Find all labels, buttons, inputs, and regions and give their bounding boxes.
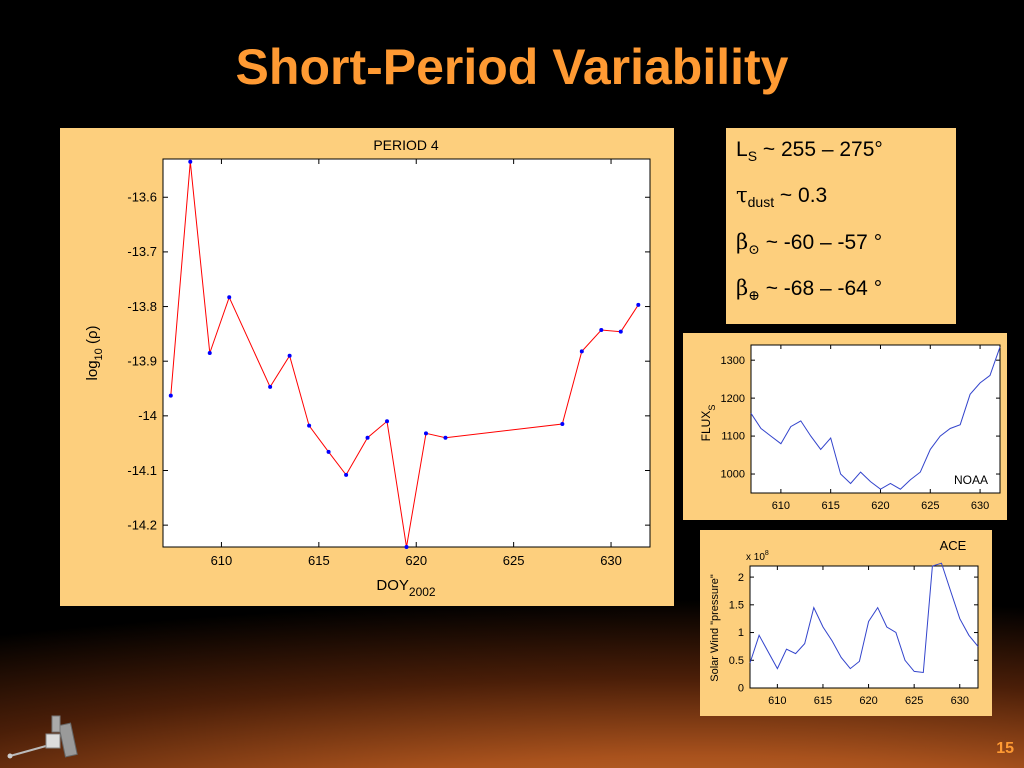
y-tick-label: 1000 [721,469,745,481]
x-tick-label: 630 [600,553,622,568]
data-point [188,159,193,164]
y-tick-label: 1.5 [729,599,744,611]
data-point [365,435,370,440]
beta-sun-line: β⊙ ~ -60 – -57 ° [736,230,883,259]
data-point [227,295,232,300]
plot-area [162,158,651,548]
data-point [344,472,349,477]
x-tick-label: 615 [308,553,330,568]
y-tick-label: 0 [738,683,744,695]
x-tick-label: 625 [921,500,939,512]
x-tick-label: 630 [951,695,969,707]
x-tick-label: 610 [772,500,790,512]
data-point [385,419,390,424]
y-tick-label: -13.7 [127,244,157,259]
x-tick-label: 630 [971,500,989,512]
noaa-flux-chart: 1000 1100 1200 1300 610 615 620 625 630 NOAA FL… [699,344,1001,512]
data-point [307,423,312,428]
data-point [423,431,428,436]
data-point [443,435,448,440]
x-tick-label: 625 [503,553,525,568]
x-tick-label: 610 [768,695,786,707]
main-chart-panel: PERIOD 4 -13.6 -13.7 -13.8 -13.9 -14 -14.1 -14… [60,128,674,606]
data-point [636,302,641,307]
series-line [750,346,1001,490]
tau-dust-line: τdust ~ 0.3 [736,183,828,211]
y-tick-label: -13.6 [127,190,157,205]
page-number: 15 [996,740,1014,757]
ace-solar-wind-panel: ACE x 108 0 0.5 1 1.5 2 610 615 620 625 630 Sola… [700,530,992,716]
data-point [618,329,623,334]
data-point [207,351,212,355]
x-axis-label: DOY2002 [376,577,436,599]
slide-title: Short-Period Variability [235,39,789,95]
noaa-annotation: NOAA [954,473,988,487]
ls-line: LS ~ 255 – 275° [736,138,883,165]
beta-earth-line: β⊕ ~ -68 – -64 ° [736,276,883,305]
y-tick-label: 0.5 [729,655,744,667]
plot-area [749,565,979,689]
data-point [168,393,173,398]
ace-annotation: ACE [940,538,967,553]
data-point [579,349,584,354]
y-axis-label: FLUXS [699,405,717,442]
data-point [560,422,565,427]
y-tick-label: 1200 [721,393,745,405]
y-tick-label: 2 [738,572,744,584]
y-tick-label: 1300 [721,355,745,367]
x-tick-label: 620 [859,695,877,707]
data-point [326,449,331,454]
chart-title: PERIOD 4 [373,137,439,153]
x-tick-label: 610 [211,553,233,568]
plot-area [750,344,1001,494]
x-tick-label: 620 [871,500,889,512]
main-chart: PERIOD 4 -13.6 -13.7 -13.8 -13.9 -14 -14.1 -14… [84,137,651,599]
x-tick-label: 625 [905,695,923,707]
y-axis-label: log10 (ρ) [84,326,105,381]
y-tick-label: 1100 [721,431,745,443]
y-axis-label: Solar Wind "pressure" [709,574,721,682]
y-tick-label: -13.8 [127,299,157,314]
spacecraft-icon [7,715,78,759]
y-tick-label: -14 [138,408,157,423]
data-point [268,384,273,389]
orbit-info-panel: LS ~ 255 – 275° τdust ~ 0.3 β⊙ ~ -60 – -… [726,128,956,324]
y-tick-label: 1 [738,627,744,639]
series-line [749,562,979,674]
x-tick-label: 615 [814,695,832,707]
ace-solar-wind-chart: ACE x 108 0 0.5 1 1.5 2 610 615 620 625 630 Sola… [709,538,979,707]
data-point [599,328,604,333]
x-tick-label: 615 [822,500,840,512]
data-point [404,545,409,549]
y-tick-label: -14.2 [127,517,157,532]
data-point [287,353,292,358]
scale-label: x 108 [746,550,769,563]
y-tick-label: -14.1 [127,463,157,478]
noaa-flux-panel: 1000 1100 1200 1300 610 615 620 625 630 NOAA FL… [683,333,1007,520]
y-tick-label: -13.9 [127,354,157,369]
x-tick-label: 620 [405,553,427,568]
